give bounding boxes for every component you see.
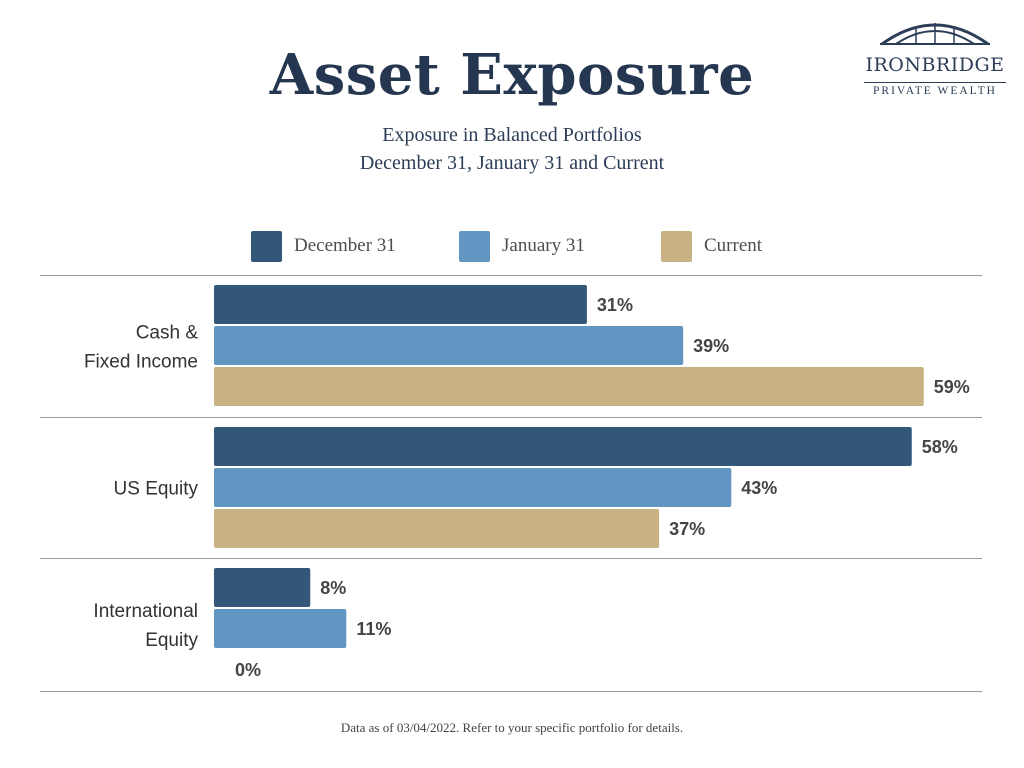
logo-tagline: PRIVATE WEALTH <box>873 85 997 97</box>
logo: IRONBRIDGE PRIVATE WEALTH <box>860 14 1010 97</box>
category-label-us-equity: US Equity <box>114 479 199 500</box>
value-label-cash-fixed-income-current: 59% <box>934 377 970 397</box>
bar-cash-fixed-income-january <box>214 326 684 365</box>
value-label-international-equity-december: 8% <box>320 578 346 598</box>
bar-us-equity-january <box>214 468 732 507</box>
value-label-cash-fixed-income-january: 39% <box>693 336 729 356</box>
legend-item-january: January 31 <box>459 230 585 262</box>
legend-label-january: January 31 <box>502 235 585 256</box>
legend-item-december: December 31 <box>251 230 396 262</box>
value-label-us-equity-current: 37% <box>669 519 705 539</box>
bar-cash-fixed-income-current <box>214 367 924 406</box>
value-label-international-equity-january: 11% <box>356 619 391 639</box>
category-label-cash-fixed-income: Fixed Income <box>84 352 198 373</box>
value-label-cash-fixed-income-december: 31% <box>597 295 633 315</box>
bridge-icon <box>880 23 990 46</box>
page-title: Asset Exposure <box>269 42 755 108</box>
bar-cash-fixed-income-december <box>214 285 587 324</box>
category-label-international-equity: Equity <box>145 630 198 651</box>
legend-swatch-current <box>661 230 692 262</box>
value-label-us-equity-january: 43% <box>741 478 777 498</box>
logo-divider <box>864 82 1006 83</box>
bar-international-equity-december <box>214 568 311 607</box>
footnote: Data as of 03/04/2022. Refer to your spe… <box>340 720 684 735</box>
chart-subtitle-line-1: Exposure in Balanced Portfolios <box>382 124 642 146</box>
category-label-cash-fixed-income: Cash & <box>136 323 199 344</box>
chart-subtitle-line-2: December 31, January 31 and Current <box>359 152 665 174</box>
legend-swatch-december <box>251 230 282 262</box>
category-label-international-equity: International <box>93 601 198 622</box>
legend-label-december: December 31 <box>294 235 396 256</box>
value-label-international-equity-current: 0% <box>235 660 261 680</box>
bar-us-equity-current <box>214 509 660 548</box>
legend-item-current: Current <box>661 230 762 262</box>
logo-name: IRONBRIDGE <box>865 54 1005 76</box>
chart-legend: December 31 January 31 Current <box>0 230 1024 264</box>
bar-us-equity-december <box>214 427 912 466</box>
legend-swatch-january <box>459 230 490 262</box>
value-label-us-equity-december: 58% <box>922 437 958 457</box>
legend-label-current: Current <box>704 235 763 256</box>
bar-international-equity-january <box>214 609 347 648</box>
